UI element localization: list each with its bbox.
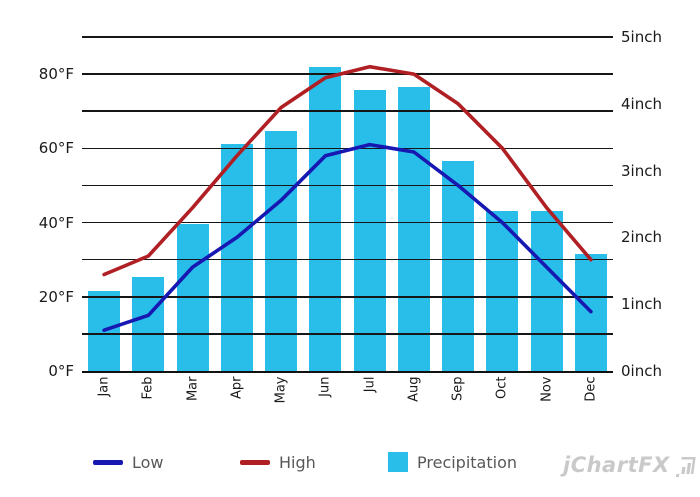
jchartfx-logo-text: jChartFX bbox=[563, 452, 670, 477]
gridline bbox=[82, 36, 613, 38]
legend-item-high[interactable]: High bbox=[240, 450, 316, 474]
high-line-swatch bbox=[240, 459, 270, 465]
legend-label-low: Low bbox=[132, 452, 164, 472]
month-label-Mar: Mar bbox=[185, 376, 201, 402]
jchartfx-watermark: jChartFX bbox=[563, 452, 698, 477]
precipitation-tick-label: 2inch bbox=[621, 228, 662, 247]
legend-label-precipitation: Precipitation bbox=[417, 452, 518, 472]
plot-area bbox=[82, 36, 613, 373]
temperature-tick-label: 60°F bbox=[38, 139, 74, 158]
precipitation-bar-Jun bbox=[309, 67, 342, 371]
high-temperature-line bbox=[102, 64, 593, 277]
temperature-tick-label: 80°F bbox=[38, 65, 74, 84]
legend-label-high: High bbox=[279, 452, 316, 472]
low-temperature-line bbox=[102, 142, 593, 333]
gridline bbox=[82, 110, 613, 112]
month-label-Jun: Jun bbox=[317, 376, 333, 397]
temperature-tick-label: 0°F bbox=[48, 362, 74, 380]
month-label-Sep: Sep bbox=[450, 376, 466, 402]
jchartfx-bars-icon bbox=[675, 457, 696, 477]
month-label-Apr: Apr bbox=[229, 376, 245, 400]
month-label-Jan: Jan bbox=[96, 376, 112, 397]
temperature-lines bbox=[102, 64, 593, 333]
precipitation-bar-Nov bbox=[530, 210, 563, 371]
precipitation-tick-label: 5inch bbox=[621, 28, 662, 46]
temperature-tick-label: 40°F bbox=[38, 213, 74, 232]
precipitation-bar-Aug bbox=[397, 87, 430, 371]
precipitation-bar-Jul bbox=[353, 90, 386, 371]
month-label-Aug: Aug bbox=[406, 376, 422, 402]
month-label-Dec: Dec bbox=[583, 376, 599, 402]
gridline bbox=[82, 221, 613, 224]
precipitation-tick-label: 1inch bbox=[621, 295, 662, 314]
low-line-swatch bbox=[93, 459, 123, 465]
precipitation-tick-label: 0inch bbox=[621, 362, 662, 380]
gridline bbox=[82, 333, 613, 335]
precipitation-bar-Oct bbox=[486, 210, 519, 371]
month-label-Oct: Oct bbox=[494, 376, 510, 399]
precipitation-bar-May bbox=[265, 130, 298, 371]
month-label-Jul: Jul bbox=[362, 376, 378, 393]
gridline bbox=[82, 296, 613, 298]
gridline bbox=[82, 258, 613, 261]
gridline bbox=[82, 147, 613, 150]
precipitation-bar-Mar bbox=[176, 224, 209, 371]
precipitation-swatch bbox=[388, 452, 408, 472]
chart-legend: Low High Precipitation bbox=[0, 450, 700, 480]
precipitation-tick-label: 4inch bbox=[621, 94, 662, 113]
precipitation-bar-Feb bbox=[132, 277, 165, 371]
legend-item-precipitation[interactable]: Precipitation bbox=[388, 450, 517, 474]
legend-item-low[interactable]: Low bbox=[93, 450, 164, 474]
gridline bbox=[82, 184, 613, 187]
month-label-May: May bbox=[273, 376, 289, 404]
month-label-Feb: Feb bbox=[140, 376, 156, 400]
gridline bbox=[82, 73, 613, 75]
temperature-tick-label: 20°F bbox=[38, 287, 74, 306]
month-label-Nov: Nov bbox=[539, 376, 555, 402]
precipitation-tick-label: 3inch bbox=[621, 161, 662, 180]
